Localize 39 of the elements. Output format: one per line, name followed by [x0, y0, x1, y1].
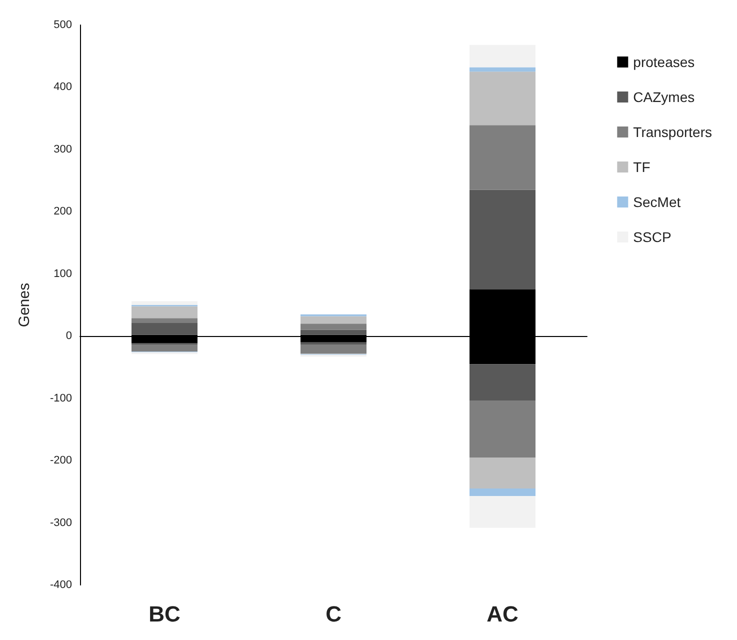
y-tick-label: 100 [54, 268, 72, 280]
bar [132, 344, 198, 352]
y-tick-label: 200 [54, 206, 72, 218]
legend-label: TF [633, 159, 650, 175]
bar [300, 330, 366, 335]
y-tick-label: 300 [54, 143, 72, 156]
legend-label: CAZymes [633, 89, 695, 105]
legend-label: Transporters [633, 124, 712, 140]
bar [470, 190, 536, 290]
bar [470, 364, 536, 401]
bar [300, 316, 366, 324]
bar [470, 67, 536, 72]
bar [470, 400, 536, 458]
y-tick-label: -400 [50, 579, 72, 591]
legend-label: SecMet [633, 194, 681, 210]
bar [300, 342, 366, 345]
bar [470, 44, 536, 68]
bar [300, 324, 366, 330]
bar [470, 72, 536, 126]
bar [300, 344, 366, 354]
y-tick-label: 400 [54, 81, 72, 94]
legend-label: proteases [633, 54, 695, 70]
bar [470, 496, 536, 528]
bar [132, 306, 198, 318]
bar [470, 125, 536, 190]
y-tick-label: -100 [50, 392, 72, 404]
legend-label: SSCP [633, 229, 672, 245]
y-tick-label: -300 [50, 516, 72, 529]
x-tick-label: BC [148, 602, 180, 626]
bar [132, 301, 198, 305]
y-tick-label: 0 [66, 330, 72, 342]
y-axis-title: Genes [16, 282, 33, 328]
bar [132, 318, 198, 324]
x-tick-label: C [326, 602, 342, 626]
x-tick-label: AC [486, 602, 518, 626]
y-tick-label: -200 [50, 454, 72, 467]
bar [132, 323, 198, 335]
y-tick-label: 500 [54, 19, 72, 31]
bar [470, 488, 536, 496]
